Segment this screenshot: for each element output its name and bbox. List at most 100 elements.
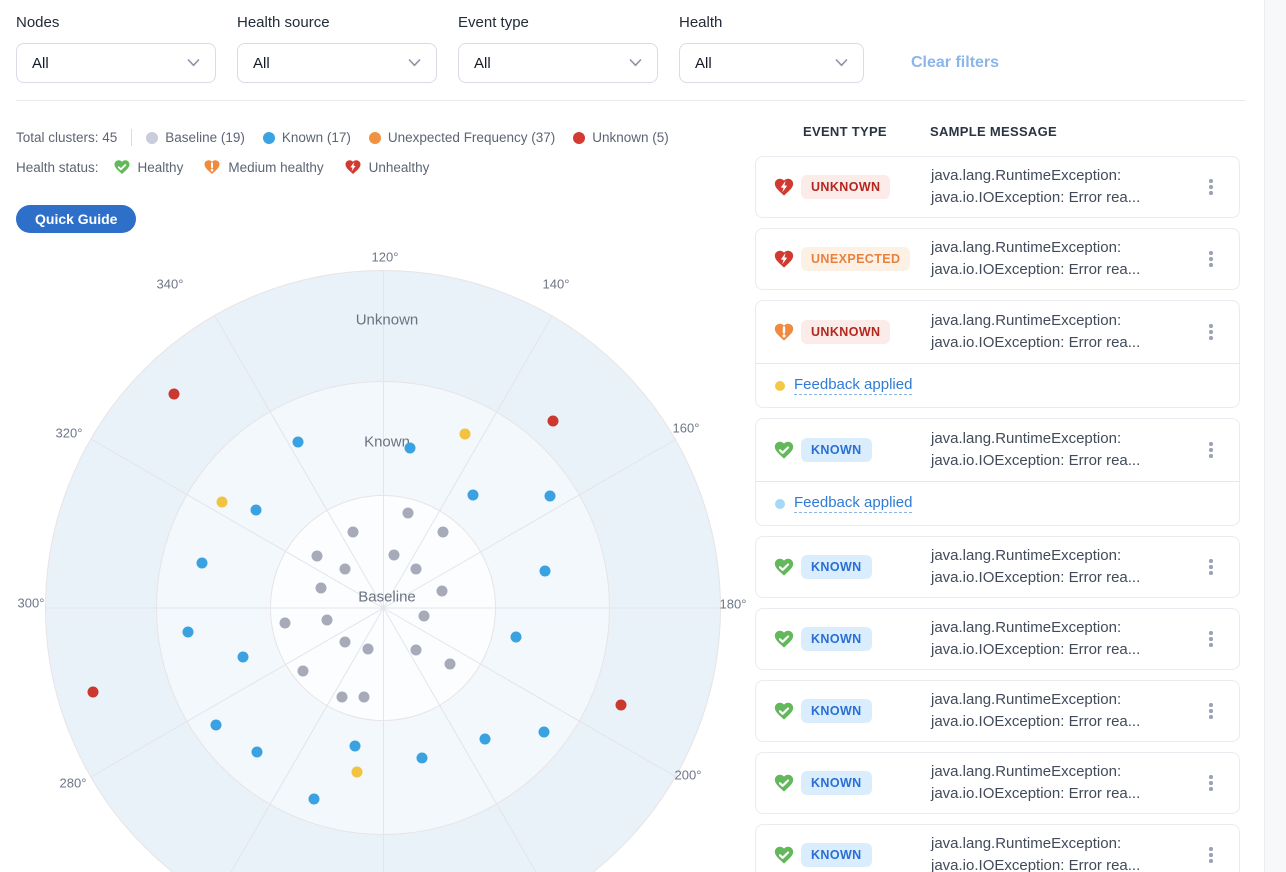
row-menu-button[interactable] [1201,770,1221,796]
row-menu-button[interactable] [1201,174,1221,200]
filter-health-source-select[interactable]: All [237,43,437,83]
health-status-icon [773,321,796,343]
quick-guide-button[interactable]: Quick Guide [16,205,137,233]
cluster-dot-known[interactable] [308,793,320,805]
axis-spoke [383,608,384,872]
cluster-dot-baseline[interactable] [362,643,374,655]
legend-item-known: Known (17) [262,130,351,145]
legend-item-unknown: Unknown (5) [573,130,669,145]
row-menu-button[interactable] [1201,319,1221,345]
cluster-dot-known[interactable] [237,651,249,663]
filter-event-type-label: Event type [458,14,529,31]
legend-item-baseline: Baseline (19) [146,130,245,145]
filter-event-type-value: All [474,54,491,72]
cluster-dot-known[interactable] [479,733,491,745]
ring-label-baseline: Baseline [358,588,416,606]
event-row[interactable]: KNOWN java.lang.RuntimeException: java.io.… [755,824,1240,872]
event-row[interactable]: UNKNOWN java.lang.RuntimeException: java.i… [755,156,1240,218]
event-row[interactable]: KNOWN java.lang.RuntimeException: java.io.… [755,418,1240,526]
sample-message: java.lang.RuntimeException: java.io.IOExc… [931,167,1141,206]
cluster-dot-baseline[interactable] [418,610,430,622]
cluster-dot-known[interactable] [467,489,479,501]
cluster-dot-unknown[interactable] [168,388,180,400]
cluster-legend: Total clusters: 45 Baseline (19) Known (1… [16,129,687,146]
row-menu-button[interactable] [1201,437,1221,463]
cluster-dot-feedback-applied[interactable] [351,766,363,778]
cluster-dot-feedback-applied[interactable] [459,428,471,440]
cluster-dot-baseline[interactable] [339,563,351,575]
cluster-dot-baseline[interactable] [339,636,351,648]
cluster-dot-baseline[interactable] [347,526,359,538]
cluster-dot-known[interactable] [510,631,522,643]
cluster-dot-known[interactable] [416,752,428,764]
legend-dot-icon [368,131,381,144]
angle-tick-340: 340° [156,276,184,292]
healthy-heart-icon [774,630,794,648]
filter-health-select[interactable]: All [679,43,864,83]
cluster-dot-baseline[interactable] [311,550,323,562]
cluster-dot-known[interactable] [196,557,208,569]
cluster-dot-known[interactable] [210,719,222,731]
filter-nodes-select[interactable]: All [16,43,216,83]
cluster-dot-baseline[interactable] [402,507,414,519]
health-status-icon [773,628,796,650]
ring-label-known: Known [364,433,410,451]
cluster-dot-baseline[interactable] [410,563,422,575]
event-row[interactable]: UNEXPECTED java.lang.RuntimeException: jav… [755,228,1240,290]
cluster-dot-baseline[interactable] [358,691,370,703]
cluster-dot-baseline[interactable] [315,582,327,594]
angle-tick-140: 140° [542,276,570,292]
unhealthy-heart-icon [774,250,794,268]
cluster-dot-known[interactable] [539,565,551,577]
cluster-dot-known[interactable] [292,436,304,448]
cluster-dot-known[interactable] [538,726,550,738]
cluster-dot-unknown[interactable] [615,699,627,711]
column-event-type: EVENT TYPE [803,124,887,139]
right-scrollbar-track[interactable] [1264,0,1286,872]
events-panel: EVENT TYPE SAMPLE MESSAGE UNKNOWN java.la… [755,124,1240,872]
cluster-dot-baseline[interactable] [388,549,400,561]
row-menu-button[interactable] [1201,698,1221,724]
angle-tick-160: 160° [672,420,700,436]
cluster-dot-known[interactable] [349,740,361,752]
filter-event-type-select[interactable]: All [458,43,658,83]
cluster-dot-baseline[interactable] [436,585,448,597]
event-row[interactable]: UNKNOWN java.lang.RuntimeException: java.i… [755,300,1240,408]
event-row[interactable]: KNOWN java.lang.RuntimeException: java.io.… [755,608,1240,670]
row-menu-button[interactable] [1201,842,1221,868]
cluster-dot-known[interactable] [250,504,262,516]
health-status-icon [773,844,796,866]
chevron-down-icon [187,59,200,67]
cluster-dot-baseline[interactable] [279,617,291,629]
legend-dot-icon [146,131,159,144]
cluster-dot-unknown[interactable] [87,686,99,698]
cluster-dot-baseline[interactable] [321,614,333,626]
event-row[interactable]: KNOWN java.lang.RuntimeException: java.io.… [755,536,1240,598]
chevron-down-icon [408,59,421,67]
cluster-dot-baseline[interactable] [444,658,456,670]
row-menu-button[interactable] [1201,626,1221,652]
event-type-badge: UNEXPECTED [801,247,911,271]
event-type-badge: KNOWN [801,771,872,795]
filter-health: Health All [679,14,864,83]
cluster-dot-known[interactable] [544,490,556,502]
cluster-dot-baseline[interactable] [336,691,348,703]
event-row[interactable]: KNOWN java.lang.RuntimeException: java.io.… [755,752,1240,814]
clear-filters-link[interactable]: Clear filters [911,54,1000,71]
feedback-applied-link[interactable]: Feedback applied [794,494,913,513]
row-menu-button[interactable] [1201,246,1221,272]
cluster-dot-feedback-applied[interactable] [216,496,228,508]
feedback-dot-icon [775,498,785,509]
event-row[interactable]: KNOWN java.lang.RuntimeException: java.io.… [755,680,1240,742]
cluster-dot-known[interactable] [251,746,263,758]
cluster-dot-known[interactable] [404,442,416,454]
cluster-dot-known[interactable] [182,626,194,638]
cluster-dot-unknown[interactable] [547,415,559,427]
feedback-section: Feedback applied [756,481,1239,525]
cluster-dot-baseline[interactable] [437,526,449,538]
feedback-applied-link[interactable]: Feedback applied [794,376,913,395]
cluster-dot-baseline[interactable] [297,665,309,677]
row-menu-button[interactable] [1201,554,1221,580]
angle-tick-300: 300° [17,595,45,611]
cluster-dot-baseline[interactable] [410,644,422,656]
